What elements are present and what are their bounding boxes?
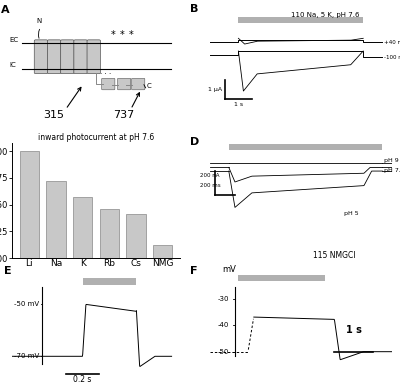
- Bar: [229, 144, 382, 151]
- Text: N: N: [36, 18, 42, 24]
- FancyBboxPatch shape: [118, 78, 131, 90]
- Text: pH 7.6: pH 7.6: [384, 168, 400, 173]
- Bar: [46, 181, 66, 258]
- Text: *: *: [128, 30, 133, 40]
- Bar: [100, 209, 119, 258]
- Text: -50 mV: -50 mV: [14, 301, 39, 307]
- Text: *: *: [120, 30, 124, 40]
- Text: 115 NMGCl: 115 NMGCl: [313, 251, 356, 260]
- Title: inward photocurrent at pH 7.6: inward photocurrent at pH 7.6: [38, 133, 154, 142]
- Text: 1 s: 1 s: [234, 102, 243, 107]
- Text: F: F: [190, 266, 198, 276]
- Bar: [153, 245, 172, 258]
- Text: 737: 737: [113, 110, 134, 120]
- Bar: [82, 278, 136, 285]
- Text: EC: EC: [9, 37, 18, 43]
- Text: -30: -30: [217, 296, 229, 301]
- Text: B: B: [190, 4, 199, 14]
- Text: IC: IC: [9, 62, 16, 68]
- Bar: [20, 151, 39, 258]
- Text: A: A: [0, 5, 9, 15]
- Text: *: *: [111, 30, 116, 40]
- Text: 200 nA: 200 nA: [200, 173, 220, 178]
- FancyBboxPatch shape: [61, 40, 74, 74]
- Text: +40 mV: +40 mV: [384, 39, 400, 45]
- Text: 110 Na, 5 K, pH 7.6: 110 Na, 5 K, pH 7.6: [290, 12, 359, 18]
- Text: pH 5: pH 5: [344, 211, 359, 216]
- FancyBboxPatch shape: [102, 78, 115, 90]
- Bar: [238, 17, 363, 23]
- Text: pH 9: pH 9: [384, 158, 399, 163]
- Text: 1 μA: 1 μA: [208, 87, 222, 92]
- Text: . . .: . . .: [100, 69, 112, 75]
- FancyBboxPatch shape: [132, 78, 145, 90]
- Text: 200 ms: 200 ms: [200, 183, 221, 188]
- Text: mV: mV: [222, 265, 236, 274]
- Bar: [73, 197, 92, 258]
- Text: 1 s: 1 s: [346, 325, 362, 335]
- FancyBboxPatch shape: [87, 40, 100, 74]
- Text: 0.2 s: 0.2 s: [73, 375, 92, 384]
- Bar: [238, 275, 325, 281]
- Text: -40: -40: [218, 322, 229, 328]
- Bar: [126, 214, 146, 258]
- Text: 315: 315: [43, 110, 64, 120]
- Text: -70 mV: -70 mV: [14, 353, 39, 359]
- Text: D: D: [190, 137, 200, 147]
- FancyBboxPatch shape: [74, 40, 87, 74]
- FancyBboxPatch shape: [34, 40, 48, 74]
- Text: -50: -50: [218, 349, 229, 355]
- Text: C: C: [146, 83, 151, 89]
- Text: E: E: [4, 266, 11, 276]
- FancyBboxPatch shape: [48, 40, 61, 74]
- Text: -100 mV: -100 mV: [384, 55, 400, 60]
